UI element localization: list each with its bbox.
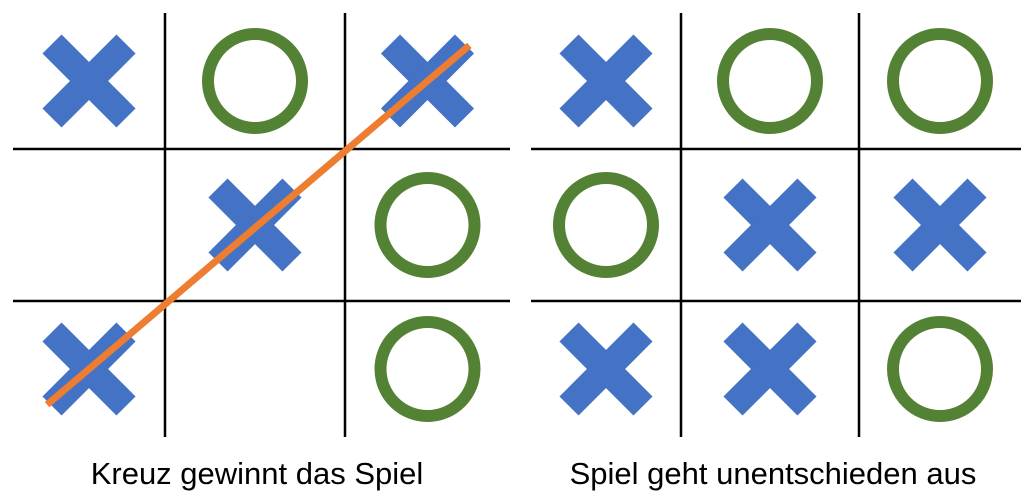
circle-mark-r0c1 xyxy=(208,34,302,128)
board-draw xyxy=(531,13,1021,437)
board-cross-wins xyxy=(13,13,510,437)
cross-mark-r1c1 xyxy=(733,188,807,262)
cross-mark-r0c0 xyxy=(569,44,643,118)
cross-mark-r2c0 xyxy=(569,332,643,406)
cross-mark-r1c2 xyxy=(903,188,977,262)
circle-mark-r2c2 xyxy=(381,322,475,416)
circle-mark-r0c2 xyxy=(893,34,987,128)
circle-mark-r0c1 xyxy=(723,34,817,128)
circle-mark-r1c2 xyxy=(381,178,475,272)
cross-mark-r0c0 xyxy=(52,44,126,118)
caption-draw: Spiel geht unentschieden aus xyxy=(570,456,977,491)
caption-cross-wins: Kreuz gewinnt das Spiel xyxy=(91,456,424,491)
circle-mark-r1c0 xyxy=(559,178,653,272)
cross-mark-r2c1 xyxy=(733,332,807,406)
circle-mark-r2c2 xyxy=(893,322,987,416)
